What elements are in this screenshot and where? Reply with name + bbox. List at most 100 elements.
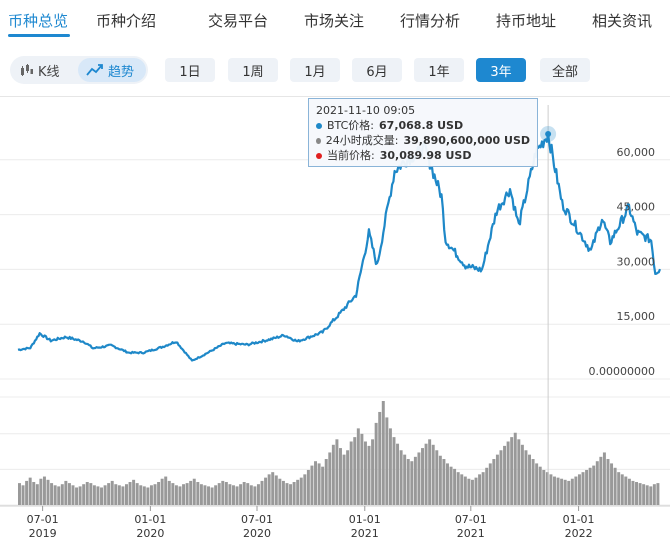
volume-bar <box>642 484 646 505</box>
volume-bar <box>217 483 221 505</box>
tooltip-price-label: BTC价格: <box>327 119 375 132</box>
nav-tab-holder-addresses[interactable]: 持币地址 <box>496 12 557 30</box>
volume-bar <box>513 432 517 505</box>
volume-bar <box>342 454 346 505</box>
volume-bar <box>538 466 542 505</box>
volume-bar <box>331 444 335 505</box>
volume-bar <box>339 448 342 505</box>
volume-bar <box>346 450 350 505</box>
nav-tab-coin-intro[interactable]: 币种介绍 <box>96 12 157 30</box>
btc-price-chart[interactable]: 0.0000000015,00030,00045,00060,00007-012… <box>0 97 670 544</box>
volume-bar <box>553 476 556 505</box>
range-1w-button[interactable]: 1周 <box>228 58 278 82</box>
volume-bar <box>517 439 521 505</box>
volume-bar <box>649 486 653 505</box>
volume-bar <box>606 459 610 505</box>
x-tick-year-label: 2020 <box>243 527 271 540</box>
volume-bar <box>602 452 606 505</box>
range-1d-button[interactable]: 1日 <box>165 58 215 82</box>
volume-bar <box>592 465 596 505</box>
volume-bar <box>588 467 592 505</box>
volume-bar <box>449 466 453 505</box>
volume-bar <box>467 478 471 505</box>
volume-bar <box>50 483 54 505</box>
x-tick-year-label: 2021 <box>351 527 379 540</box>
volume-bar <box>32 482 36 505</box>
volume-bar <box>638 483 642 505</box>
volume-bar <box>274 475 278 505</box>
volume-bar <box>374 422 378 505</box>
volume-bar <box>82 484 86 505</box>
volume-bar <box>132 479 136 505</box>
volume-bar <box>246 483 250 505</box>
nav-tab-related-news[interactable]: 相关资讯 <box>592 12 653 30</box>
volume-bar <box>442 459 446 505</box>
volume-bar <box>64 480 68 505</box>
volume-bar <box>617 472 621 505</box>
price-dot-icon <box>316 122 322 129</box>
tooltip-volume-label: 24小时成交量: <box>325 134 399 147</box>
volume-bar <box>289 484 293 505</box>
range-all-button[interactable]: 全部 <box>540 58 590 82</box>
volume-bar <box>164 476 168 505</box>
nav-tab-overview[interactable]: 币种总览 <box>8 12 69 30</box>
volume-bar <box>492 459 496 505</box>
volume-bar <box>410 461 414 505</box>
volume-bar <box>139 485 143 505</box>
volume-bar <box>353 437 357 505</box>
range-6m-button[interactable]: 6月 <box>352 58 402 82</box>
volume-bar <box>317 463 321 505</box>
volume-bar <box>189 480 193 505</box>
volume-bar <box>249 485 253 505</box>
trend-button[interactable]: 趋势 <box>78 58 146 82</box>
volume-bar <box>53 485 57 505</box>
range-3y-button[interactable]: 3年 <box>476 58 526 82</box>
volume-bar <box>178 486 182 505</box>
volume-bar <box>242 482 246 505</box>
nav-tab-market-analysis[interactable]: 行情分析 <box>400 12 461 30</box>
volume-bar <box>107 483 111 505</box>
volume-bar <box>542 469 546 505</box>
volume-bar <box>207 486 210 505</box>
volume-bar <box>125 484 128 505</box>
volume-bar <box>203 485 207 505</box>
volume-bar <box>310 465 314 505</box>
volume-bar <box>503 445 507 505</box>
volume-bar <box>328 452 332 505</box>
volume-bar <box>595 461 599 505</box>
volume-bar <box>167 480 171 505</box>
volume-bar <box>174 485 178 505</box>
volume-bar <box>135 483 139 505</box>
volume-bar <box>556 477 560 505</box>
volume-bar <box>296 479 300 505</box>
volume-bar <box>463 476 467 505</box>
volume-bar <box>378 411 382 505</box>
x-tick-year-label: 2019 <box>29 527 57 540</box>
active-tab-underline <box>8 34 70 37</box>
volume-bar <box>581 472 585 505</box>
volume-bar <box>495 454 499 505</box>
kline-button[interactable]: K线 <box>12 58 76 82</box>
volume-bar <box>57 486 61 505</box>
volume-bar <box>381 401 385 505</box>
nav-tab-market-watch[interactable]: 市场关注 <box>304 12 365 30</box>
x-tick-year-label: 2021 <box>457 527 485 540</box>
volume-bar <box>25 480 29 505</box>
volume-bar <box>428 439 432 505</box>
btc-price-line <box>17 132 662 362</box>
volume-bar <box>549 474 553 505</box>
range-1m-button[interactable]: 1月 <box>290 58 340 82</box>
volume-bar <box>528 454 531 505</box>
range-1y-button[interactable]: 1年 <box>414 58 464 82</box>
volume-bar <box>67 483 71 505</box>
volume-bar <box>645 485 649 505</box>
volume-bar <box>610 463 614 505</box>
nav-tab-exchanges[interactable]: 交易平台 <box>208 12 269 30</box>
tooltip-current-value: 30,089.98 USD <box>379 149 472 162</box>
volume-bar <box>271 472 275 505</box>
volume-bar <box>21 485 25 505</box>
volume-bar <box>171 483 175 505</box>
kline-label: K线 <box>38 64 60 80</box>
volume-bar <box>306 469 310 505</box>
candlestick-icon <box>21 64 33 76</box>
